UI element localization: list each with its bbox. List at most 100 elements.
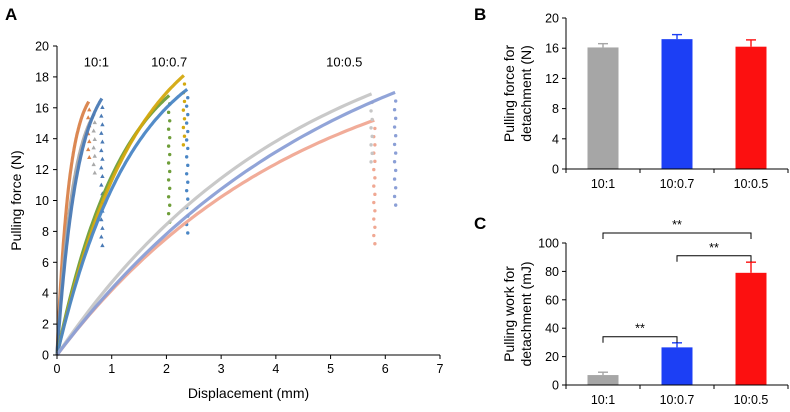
drop-marker-point bbox=[166, 195, 171, 199]
drop-marker-point bbox=[186, 129, 190, 134]
drop-marker-triangle bbox=[100, 225, 105, 230]
drop-marker-point bbox=[184, 138, 189, 142]
drop-marker-triangle bbox=[99, 130, 104, 135]
drop-marker-triangle bbox=[99, 182, 104, 187]
x-category-label: 10:0.7 bbox=[660, 393, 695, 407]
bar-10:0.5 bbox=[735, 46, 767, 169]
drop-marker-point bbox=[370, 134, 374, 139]
series-10-0-7-a bbox=[55, 94, 172, 356]
drop-marker-point bbox=[392, 160, 397, 164]
x-tick-label: 3 bbox=[218, 362, 225, 376]
drop-marker-triangle bbox=[92, 136, 97, 141]
drop-marker-point bbox=[166, 127, 171, 131]
y-tick-label: 12 bbox=[35, 163, 49, 177]
y-tick-label: 18 bbox=[35, 70, 49, 84]
drop-marker-triangle bbox=[87, 139, 92, 144]
drop-marker-triangle bbox=[85, 147, 91, 152]
drop-marker-point bbox=[372, 233, 376, 238]
series-10-0-5-a bbox=[55, 118, 377, 356]
drop-marker-triangle bbox=[100, 139, 105, 144]
drop-marker-triangle bbox=[100, 104, 105, 109]
drop-marker-point bbox=[392, 142, 397, 147]
drop-marker-point bbox=[181, 143, 186, 147]
drop-marker-point bbox=[369, 126, 373, 130]
significance-bracket bbox=[602, 336, 678, 343]
drop-marker-triangle bbox=[91, 145, 96, 150]
y-tick-label: 4 bbox=[42, 287, 49, 301]
y-axis-label: Pulling force fordetachment (N) bbox=[501, 45, 534, 143]
drop-marker-triangle bbox=[92, 170, 97, 175]
drop-marker-triangle bbox=[85, 115, 91, 120]
significance-label: ** bbox=[709, 241, 719, 255]
drop-marker-point bbox=[372, 217, 376, 221]
x-category-label: 10:1 bbox=[591, 177, 615, 191]
drop-marker-point bbox=[184, 155, 189, 159]
drop-marker-point bbox=[373, 242, 377, 246]
drop-marker-point bbox=[373, 192, 377, 197]
bar-10:0.7 bbox=[661, 39, 693, 169]
drop-marker-point bbox=[166, 211, 171, 216]
group-label: 10:0.7 bbox=[151, 54, 187, 69]
drop-marker-point bbox=[168, 119, 172, 123]
drop-marker-triangle bbox=[99, 165, 104, 170]
drop-marker-point bbox=[373, 209, 377, 213]
drop-marker-triangle bbox=[92, 120, 97, 125]
y-tick-label: 40 bbox=[545, 322, 559, 336]
drop-marker-point bbox=[392, 194, 397, 199]
drop-marker-point bbox=[372, 184, 376, 188]
x-tick-label: 1 bbox=[108, 362, 115, 376]
drop-marker-point bbox=[186, 180, 190, 184]
drop-marker-point bbox=[168, 135, 172, 140]
x-tick-label: 6 bbox=[382, 362, 389, 376]
y-tick-label: 100 bbox=[538, 237, 559, 251]
y-tick-label: 16 bbox=[35, 101, 49, 115]
bar-10:0.7 bbox=[661, 347, 693, 385]
y-tick-label: 60 bbox=[545, 293, 559, 307]
drop-marker-point bbox=[168, 203, 172, 207]
drop-marker-point bbox=[370, 151, 374, 156]
drop-marker-point bbox=[186, 163, 190, 168]
y-axis-label-line: detachment (N) bbox=[518, 45, 534, 141]
y-tick-label: 6 bbox=[42, 256, 49, 270]
drop-marker-point bbox=[393, 116, 398, 121]
panel-letter-c: C bbox=[474, 214, 486, 233]
series-10-0-5-b bbox=[55, 92, 374, 356]
significance-label: ** bbox=[635, 322, 645, 336]
drop-marker-point bbox=[373, 143, 377, 147]
drop-marker-triangle bbox=[100, 243, 105, 248]
drop-marker-triangle bbox=[92, 153, 97, 158]
y-axis-label: Pulling force (N) bbox=[8, 150, 24, 250]
drop-marker-point bbox=[392, 177, 397, 181]
drop-marker-point bbox=[168, 152, 172, 157]
drop-marker-point bbox=[393, 186, 398, 190]
series-10-0-7-c bbox=[55, 88, 190, 356]
panel-b-bar-chart: B 10:1 10:0.7 10:0.5 0 4 8 12 16 20 Pulling force … bbox=[474, 5, 789, 191]
series-10-0-5-c bbox=[55, 90, 398, 356]
drop-marker-point bbox=[182, 117, 187, 121]
drop-marker-triangle bbox=[99, 148, 104, 153]
x-category-label: 10:1 bbox=[591, 393, 615, 407]
drop-marker-point bbox=[184, 104, 189, 108]
y-tick-label: 80 bbox=[545, 265, 559, 279]
series-curve bbox=[55, 92, 373, 356]
x-tick-label: 4 bbox=[272, 362, 279, 376]
drop-marker-triangle bbox=[87, 107, 92, 112]
drop-marker-point bbox=[369, 160, 373, 164]
drop-marker-point bbox=[393, 203, 398, 207]
x-tick-label: 5 bbox=[327, 362, 334, 376]
drop-marker-point bbox=[181, 108, 186, 112]
y-tick-label: 16 bbox=[545, 42, 559, 56]
drop-marker-point bbox=[373, 176, 377, 180]
y-tick-label: 10 bbox=[35, 194, 49, 208]
series-curve bbox=[55, 118, 375, 356]
drop-marker-triangle bbox=[100, 156, 105, 161]
drop-marker-point bbox=[166, 178, 171, 182]
drop-marker-point bbox=[186, 112, 190, 117]
y-tick-label: 8 bbox=[42, 225, 49, 239]
drop-marker-point bbox=[372, 200, 376, 205]
bar-10:0.5 bbox=[735, 272, 767, 385]
drop-marker-point bbox=[184, 172, 189, 176]
y-tick-label: 0 bbox=[552, 163, 559, 177]
drop-marker-point bbox=[184, 188, 189, 193]
